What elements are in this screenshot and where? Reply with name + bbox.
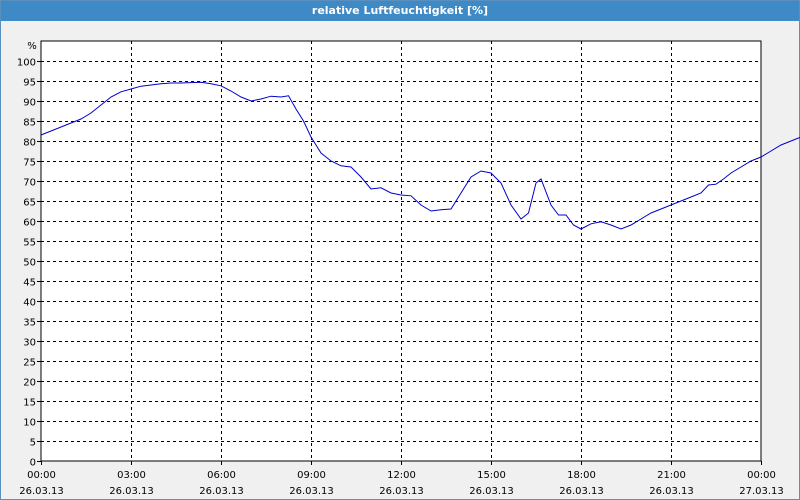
humidity-series-line <box>40 81 800 230</box>
y-tick-label: 80 <box>23 138 36 149</box>
y-tick-label: 20 <box>23 378 36 389</box>
x-tick-time-label: 15:00 <box>477 470 506 481</box>
y-tick-label: 55 <box>23 238 36 249</box>
y-axis-ticks: 0 5 10 15 20 25 30 35 40 45 50 55 60 65 70 75 80 85 90 95 10… <box>17 58 41 469</box>
y-tick-label: 90 <box>23 98 36 109</box>
y-tick-label: 45 <box>23 278 36 289</box>
x-tick-date-label: 26.03.13 <box>289 486 334 497</box>
x-tick-time-label: 12:00 <box>387 470 416 481</box>
x-tick-time-label: 18:00 <box>567 470 596 481</box>
y-tick-label: 5 <box>30 438 36 449</box>
x-tick-time-label: 03:00 <box>117 470 146 481</box>
y-tick-label: 50 <box>23 258 36 269</box>
chart-title: relative Luftfeuchtigkeit [%] <box>311 4 489 17</box>
x-tick-time-label: 21:00 <box>657 470 686 481</box>
x-tick-date-label: 27.03.13 <box>739 486 784 497</box>
x-tick-date-label: 26.03.13 <box>559 486 604 497</box>
y-tick-label: 15 <box>23 398 36 409</box>
vertical-gridlines <box>131 41 672 461</box>
horizontal-gridlines <box>41 61 761 442</box>
x-tick-date-label: 26.03.13 <box>199 486 244 497</box>
x-tick-time-label: 06:00 <box>207 470 236 481</box>
y-tick-label: 25 <box>23 358 36 369</box>
y-tick-label: 65 <box>23 198 36 209</box>
x-tick-time-label: 09:00 <box>297 470 326 481</box>
y-tick-label: 95 <box>23 78 36 89</box>
y-axis-unit-label: % <box>27 41 37 52</box>
x-tick-date-label: 26.03.13 <box>379 486 424 497</box>
y-tick-label: 100 <box>17 58 36 69</box>
y-tick-label: 70 <box>23 178 36 189</box>
x-tick-date-label: 26.03.13 <box>109 486 154 497</box>
y-tick-label: 75 <box>23 158 36 169</box>
x-axis-ticks: 00:00 26.03.13 03:00 26.03.13 06:00 26.03.13 0… <box>19 461 784 497</box>
y-tick-label: 35 <box>23 318 36 329</box>
y-tick-label: 40 <box>23 298 36 309</box>
y-tick-label: 0 <box>30 458 36 469</box>
y-tick-label: 30 <box>23 338 36 349</box>
x-tick-date-label: 26.03.13 <box>649 486 694 497</box>
x-tick-date-label: 26.03.13 <box>19 486 64 497</box>
y-tick-label: 10 <box>23 418 36 429</box>
x-tick-time-label: 00:00 <box>747 470 776 481</box>
x-tick-time-label: 00:00 <box>27 470 56 481</box>
title-bar: relative Luftfeuchtigkeit [%] <box>1 1 799 21</box>
x-tick-date-label: 26.03.13 <box>469 486 514 497</box>
y-tick-label: 85 <box>23 118 36 129</box>
y-tick-label: 60 <box>23 218 36 229</box>
